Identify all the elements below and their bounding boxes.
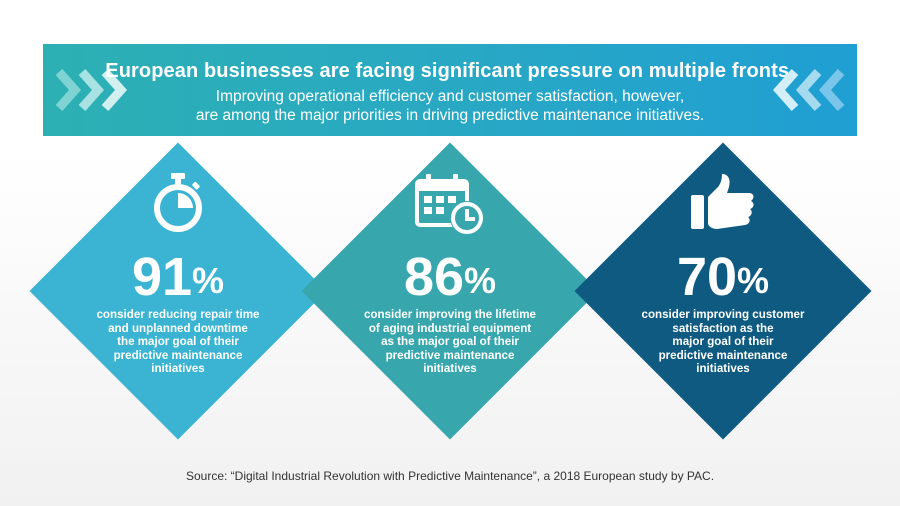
stat-description-line: of aging industrial equipment (368, 321, 532, 335)
stat-description-line: initiatives (423, 362, 477, 376)
banner-subline: Improving operational efficiency and cus… (193, 87, 707, 125)
calendar-clock-icon (415, 174, 484, 235)
stat-description: consider improving customer satisfaction… (625, 308, 821, 376)
stat-value: 86 (403, 247, 465, 307)
percent-sign: % (737, 260, 770, 301)
stat-description-line: predictive maintenance (658, 348, 788, 362)
stat-description: consider reducing repair time and unplan… (80, 308, 276, 376)
stat-description-line: as the major goal of their (381, 335, 519, 349)
chevrons-left-icon (772, 69, 845, 111)
stat-card-customer-satisfaction: 70% consider improving customer satisfac… (574, 142, 872, 440)
chevrons-right-icon (55, 69, 128, 111)
banner-subline-line-1: Improving operational efficiency and cus… (215, 88, 685, 105)
stopwatch-icon (154, 173, 202, 232)
banner-subline-line-2: are among the major priorities in drivin… (195, 107, 705, 124)
percent-sign: % (464, 260, 497, 301)
stat-description-line: the major goal of their (117, 335, 239, 349)
stat-description-line: predictive maintenance (113, 348, 243, 362)
stat-card-repair-time: 91% consider reducing repair time and un… (29, 142, 327, 440)
stat-value: 70 (676, 247, 738, 307)
stat-percentage: 70% (575, 249, 871, 305)
stat-description-line: consider reducing repair time (96, 308, 260, 321)
stat-percentage: 86% (302, 249, 598, 305)
stat-description-line: predictive maintenance (385, 348, 515, 362)
stat-card-equipment-lifetime: 86% consider improving the lifetime of a… (301, 142, 599, 440)
stat-percentage: 91% (30, 249, 326, 305)
banner-headline: European businesses are facing significa… (105, 60, 795, 82)
stat-description-line: initiatives (151, 362, 205, 376)
stat-description-line: satisfaction as the (672, 321, 774, 335)
percent-sign: % (192, 260, 225, 301)
stat-description-line: initiatives (696, 362, 750, 376)
stat-description: consider improving the lifetime of aging… (352, 308, 548, 376)
stat-description-line: major goal of their (672, 335, 774, 349)
thumbs-up-icon (691, 174, 754, 229)
stat-value: 91 (131, 247, 193, 307)
stat-description-line: consider improving customer (641, 308, 805, 321)
header-banner: European businesses are facing significa… (43, 44, 857, 136)
source-citation: Source: “Digital Industrial Revolution w… (185, 469, 715, 483)
stat-description-line: and unplanned downtime (108, 321, 248, 335)
stat-description-line: consider improving the lifetime (363, 308, 536, 321)
